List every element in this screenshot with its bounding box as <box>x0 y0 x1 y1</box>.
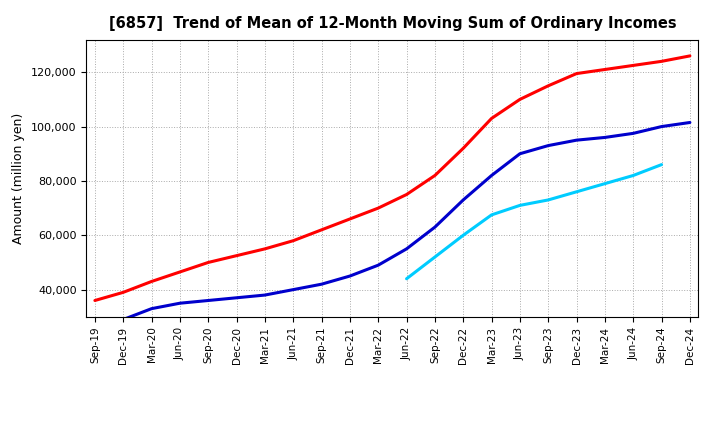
Title: [6857]  Trend of Mean of 12-Month Moving Sum of Ordinary Incomes: [6857] Trend of Mean of 12-Month Moving … <box>109 16 676 32</box>
Y-axis label: Amount (million yen): Amount (million yen) <box>12 113 25 244</box>
